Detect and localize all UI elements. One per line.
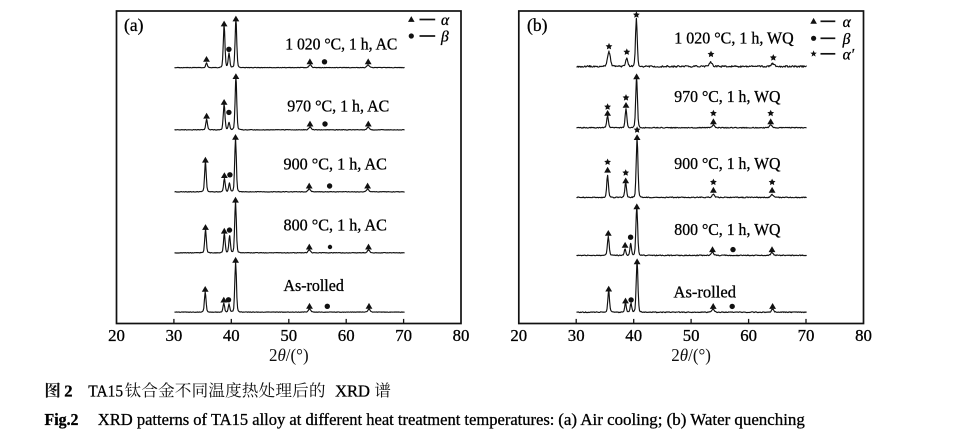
- svg-text:50: 50: [683, 326, 700, 345]
- svg-text:1 020 °C, 1 h, AC: 1 020 °C, 1 h, AC: [285, 35, 397, 54]
- svg-text:800 °C, 1 h, WQ: 800 °C, 1 h, WQ: [674, 220, 780, 239]
- svg-text:40: 40: [625, 326, 642, 345]
- svg-text:30: 30: [166, 326, 183, 345]
- svg-text:70: 70: [798, 326, 815, 345]
- svg-text:970 °C, 1 h, AC: 970 °C, 1 h, AC: [287, 97, 389, 116]
- svg-text:TA15: TA15: [88, 381, 123, 400]
- svg-text:80: 80: [453, 326, 470, 345]
- svg-text:XRD: XRD: [335, 381, 370, 400]
- svg-text:2θ/(°): 2θ/(°): [671, 345, 711, 366]
- svg-text:XRD patterns of TA15 alloy at: XRD patterns of TA15 alloy at different …: [98, 410, 555, 429]
- svg-text:40: 40: [223, 326, 240, 345]
- svg-text:2θ/(°): 2θ/(°): [269, 345, 309, 366]
- svg-text:20: 20: [510, 326, 527, 345]
- svg-text:20: 20: [108, 326, 125, 345]
- svg-text:(a) Air cooling; (b) Water que: (a) Air cooling; (b) Water quenching: [558, 410, 805, 429]
- svg-text:60: 60: [338, 326, 355, 345]
- svg-text:Fig.2: Fig.2: [45, 410, 79, 429]
- svg-text:70: 70: [395, 326, 412, 345]
- svg-text:900 °C, 1 h, AC: 900 °C, 1 h, AC: [284, 154, 387, 173]
- svg-text:60: 60: [740, 326, 757, 345]
- svg-text:α′: α′: [843, 46, 855, 63]
- svg-text:α: α: [441, 12, 450, 29]
- svg-text:As-rolled: As-rolled: [284, 276, 344, 295]
- svg-text:As-rolled: As-rolled: [674, 282, 737, 301]
- svg-text:(b): (b): [527, 15, 548, 35]
- svg-text:50: 50: [280, 326, 297, 345]
- svg-text:2: 2: [64, 381, 72, 400]
- svg-text:α: α: [843, 14, 852, 31]
- svg-text:1 020 °C, 1 h, WQ: 1 020 °C, 1 h, WQ: [674, 29, 794, 48]
- svg-text:(a): (a): [124, 15, 144, 35]
- svg-text:970 °C, 1 h, WQ: 970 °C, 1 h, WQ: [674, 87, 780, 106]
- svg-text:800 °C, 1 h, AC: 800 °C, 1 h, AC: [284, 216, 387, 235]
- svg-text:80: 80: [855, 326, 872, 345]
- svg-text:900 °C, 1 h, WQ: 900 °C, 1 h, WQ: [674, 154, 780, 173]
- svg-text:β: β: [440, 29, 449, 46]
- svg-text:30: 30: [568, 326, 585, 345]
- svg-text:β: β: [842, 31, 851, 48]
